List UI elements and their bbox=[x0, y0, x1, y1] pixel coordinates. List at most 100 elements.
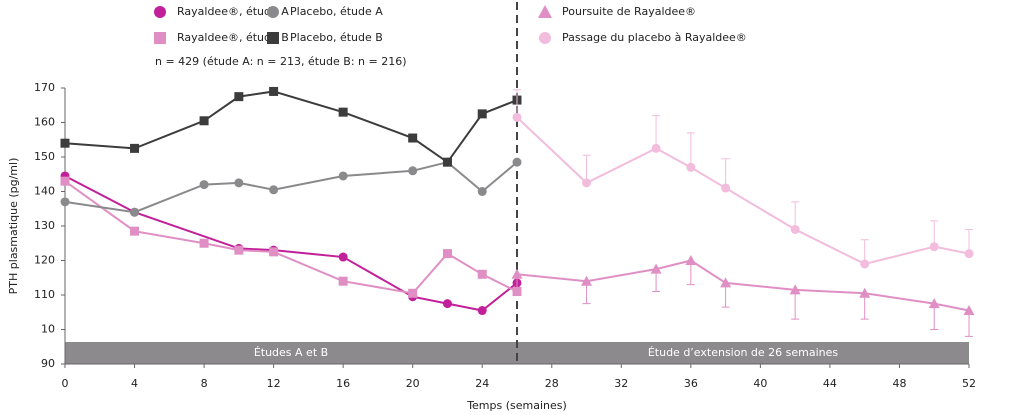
marker bbox=[686, 162, 696, 172]
x-tick-label: 36 bbox=[684, 377, 698, 390]
marker bbox=[963, 305, 975, 316]
marker bbox=[721, 183, 731, 193]
marker bbox=[650, 263, 662, 274]
x-tick-label: 52 bbox=[962, 377, 976, 390]
y-tick-label: 160 bbox=[34, 116, 55, 129]
y-axis-label: PTH plasmatique (pg/ml) bbox=[7, 158, 20, 295]
error-bar bbox=[513, 89, 521, 118]
marker bbox=[477, 306, 487, 316]
marker bbox=[130, 207, 140, 217]
marker bbox=[477, 269, 487, 279]
y-tick-label: 150 bbox=[34, 150, 55, 163]
marker bbox=[269, 247, 279, 257]
marker bbox=[582, 178, 592, 188]
marker bbox=[860, 259, 870, 269]
series-line bbox=[64, 161, 518, 214]
marker bbox=[442, 157, 452, 167]
marker bbox=[512, 112, 522, 122]
legend-marker bbox=[154, 32, 166, 44]
marker bbox=[199, 180, 209, 190]
marker bbox=[512, 157, 522, 167]
marker bbox=[789, 284, 801, 295]
band-label: Étude d’extension de 26 semaines bbox=[648, 346, 839, 359]
series-line bbox=[64, 90, 518, 164]
marker bbox=[928, 298, 940, 309]
x-tick-label: 12 bbox=[267, 377, 281, 390]
marker bbox=[269, 86, 279, 96]
x-tick-label: 44 bbox=[823, 377, 837, 390]
band-label: Études A et B bbox=[254, 346, 328, 359]
legend-marker bbox=[154, 6, 166, 18]
error-bar bbox=[791, 289, 800, 320]
legend-marker bbox=[267, 6, 279, 18]
error-bar bbox=[791, 201, 800, 230]
marker bbox=[234, 92, 244, 102]
series-line bbox=[64, 175, 518, 312]
x-tick-label: 24 bbox=[475, 377, 489, 390]
x-tick-label: 48 bbox=[892, 377, 906, 390]
y-tick-label: 170 bbox=[34, 81, 55, 94]
marker bbox=[60, 138, 70, 148]
y-tick-label: 110 bbox=[34, 288, 55, 301]
y-tick-label: 130 bbox=[34, 219, 55, 232]
note: n = 429 (étude A: n = 213, étude B: n = … bbox=[155, 55, 407, 68]
x-tick-label: 8 bbox=[201, 377, 208, 390]
marker bbox=[234, 178, 244, 188]
marker bbox=[338, 171, 348, 181]
marker bbox=[651, 143, 661, 153]
x-tick-label: 28 bbox=[545, 377, 559, 390]
marker bbox=[720, 277, 732, 288]
legend-label: Passage du placebo à Rayaldee® bbox=[562, 31, 747, 44]
legend-label: Rayaldee®, étude B bbox=[177, 31, 289, 44]
error-bar bbox=[582, 154, 591, 183]
marker bbox=[929, 242, 939, 252]
marker bbox=[442, 249, 452, 259]
marker bbox=[790, 224, 800, 234]
y-tick-label: 10 bbox=[41, 323, 55, 336]
marker bbox=[338, 276, 348, 286]
marker bbox=[477, 109, 487, 119]
y-tick-label: 140 bbox=[34, 185, 55, 198]
marker bbox=[859, 287, 871, 298]
marker bbox=[477, 187, 487, 196]
marker bbox=[60, 176, 70, 186]
marker bbox=[581, 275, 593, 286]
legend-label: Placebo, étude A bbox=[290, 5, 383, 18]
marker bbox=[130, 226, 140, 236]
legend-marker bbox=[267, 32, 279, 44]
marker bbox=[269, 185, 279, 195]
legend-label: Poursuite de Rayaldee® bbox=[562, 5, 696, 18]
marker bbox=[199, 238, 209, 248]
x-tick-label: 32 bbox=[614, 377, 628, 390]
legend-marker bbox=[538, 5, 552, 18]
marker bbox=[511, 268, 523, 279]
series-line bbox=[516, 116, 970, 266]
x-tick-label: 20 bbox=[406, 377, 420, 390]
marker bbox=[408, 288, 418, 298]
marker bbox=[60, 197, 70, 207]
marker bbox=[199, 116, 209, 126]
legend-marker bbox=[539, 32, 551, 44]
error-bar bbox=[686, 132, 695, 168]
y-tick-label: 120 bbox=[34, 254, 55, 267]
x-tick-label: 16 bbox=[336, 377, 350, 390]
marker bbox=[338, 252, 348, 262]
marker bbox=[408, 133, 418, 143]
x-tick-label: 40 bbox=[753, 377, 767, 390]
y-tick-label: 90 bbox=[41, 357, 55, 370]
series-line bbox=[64, 180, 518, 295]
x-tick-label: 4 bbox=[131, 377, 138, 390]
marker bbox=[130, 143, 140, 153]
marker bbox=[338, 107, 348, 117]
error-bar bbox=[652, 115, 661, 149]
marker bbox=[685, 255, 697, 265]
marker bbox=[964, 249, 974, 259]
legend-label: Placebo, étude B bbox=[290, 31, 383, 44]
error-bar bbox=[721, 158, 730, 189]
legend-label: Rayaldee®, étude A bbox=[177, 5, 289, 18]
marker bbox=[442, 299, 452, 309]
x-tick-label: 0 bbox=[62, 377, 69, 390]
marker bbox=[234, 245, 244, 255]
marker bbox=[408, 166, 418, 176]
